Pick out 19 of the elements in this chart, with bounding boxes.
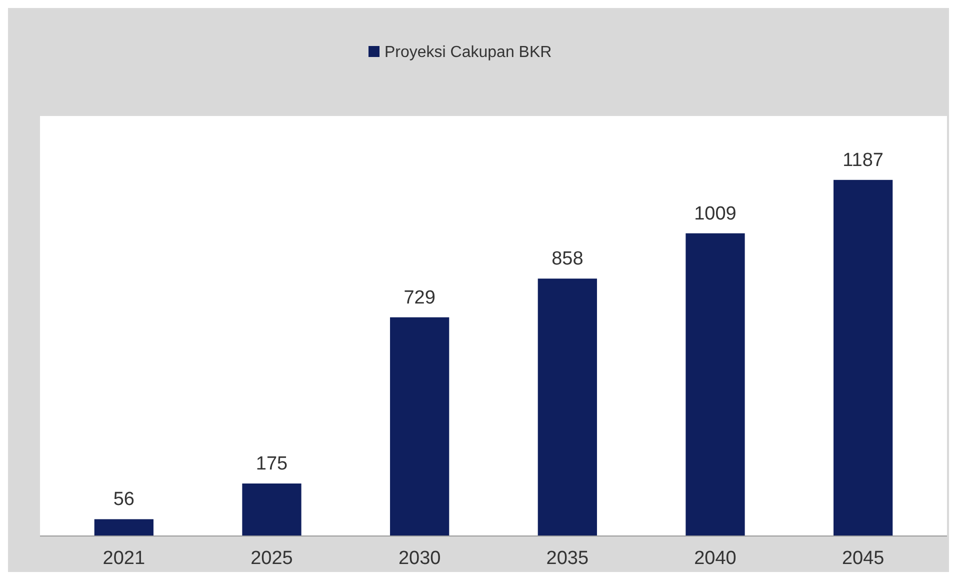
- data-label: 1009: [694, 203, 736, 224]
- data-label: 858: [552, 248, 584, 270]
- data-label: 729: [404, 287, 436, 308]
- x-tick-label: 2025: [250, 548, 293, 569]
- data-label: 175: [256, 454, 288, 474]
- bar: [538, 278, 597, 536]
- bar: [94, 519, 154, 536]
- bar: [242, 484, 302, 536]
- data-label: 56: [113, 489, 134, 510]
- x-tick-label: 2045: [842, 548, 884, 569]
- x-tick-label: 2040: [694, 548, 736, 569]
- legend-label: Proyeksi Cakupan BKR: [384, 44, 552, 61]
- bar: [834, 180, 893, 536]
- x-tick-label: 2035: [546, 548, 589, 569]
- data-label: 1187: [842, 150, 884, 171]
- bar: [390, 317, 450, 536]
- bar: [686, 233, 745, 536]
- x-tick-label: 2021: [102, 548, 146, 569]
- x-tick-label: 2030: [398, 548, 441, 569]
